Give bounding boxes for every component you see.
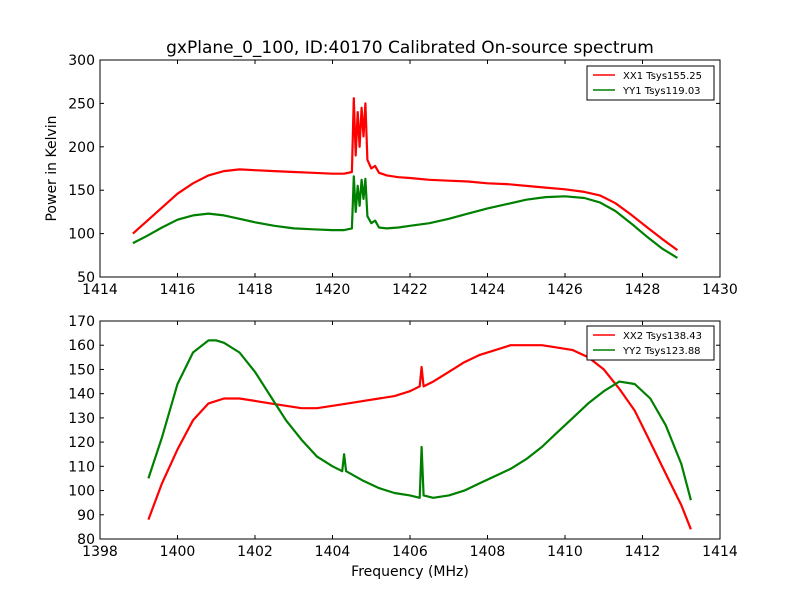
x-axis-label: Frequency (MHz) [351, 564, 469, 580]
series-line-xx1 [132, 97, 679, 251]
x-tick-label: 1412 [625, 544, 661, 560]
series-line-xx2 [147, 344, 692, 530]
x-tick-label: 1408 [470, 544, 506, 560]
x-tick-label: 1422 [392, 282, 428, 298]
y-tick-label: 100 [68, 484, 95, 500]
x-tick-label: 1406 [392, 544, 428, 560]
series-line-yy1 [132, 175, 678, 259]
legend: XX1 Tsys155.25 YY1 Tsys119.03 [586, 65, 715, 101]
y-axis-label: Power in Kelvin [44, 115, 60, 221]
y-tick-label: 100 [68, 227, 95, 243]
x-tick-label: 1424 [470, 282, 506, 298]
series-line-yy2 [147, 339, 692, 501]
x-tick-label: 1418 [237, 282, 273, 298]
x-tick-label: 1428 [625, 282, 661, 298]
y-tick-label: 200 [68, 140, 95, 156]
legend: XX2 Tsys138.43 YY2 Tsys123.88 [586, 325, 715, 361]
y-tick-label: 170 [68, 314, 95, 330]
y-tick-label: 90 [77, 508, 95, 524]
y-tick-label: 300 [68, 53, 95, 69]
y-tick-label: 50 [77, 270, 95, 286]
y-tick-label: 130 [68, 411, 95, 427]
x-tick-label: 1420 [315, 282, 351, 298]
x-tick-label: 1398 [82, 544, 118, 560]
y-tick-label: 150 [68, 362, 95, 378]
x-tick-label: 1402 [237, 544, 273, 560]
x-tick-label: 1426 [547, 282, 583, 298]
y-tick-label: 160 [68, 338, 95, 354]
x-tick-label: 1404 [315, 544, 351, 560]
top-plot: 1414 1416 1418 1420 1422 1424 1426 1428 1430 50 10… [44, 53, 738, 298]
legend-entry: YY2 Tsys123.88 [622, 346, 701, 357]
x-tick-label: 1430 [702, 282, 738, 298]
chart-title: gxPlane_0_100, ID:40170 Calibrated On-so… [166, 38, 654, 58]
legend-entry: YY1 Tsys119.03 [622, 86, 701, 97]
x-tick-label: 1416 [160, 282, 196, 298]
y-tick-label: 140 [68, 387, 95, 403]
y-tick-label: 110 [68, 459, 95, 475]
y-tick-label: 80 [77, 532, 95, 548]
legend-entry: XX2 Tsys138.43 [623, 331, 702, 342]
legend-entry: XX1 Tsys155.25 [623, 71, 702, 82]
y-tick-label: 150 [68, 183, 95, 199]
y-tick-label: 250 [68, 96, 95, 112]
y-tick-label: 120 [68, 435, 95, 451]
bottom-plot: 1398 1400 1402 1404 1406 1408 1410 1412 1414 80 90… [68, 314, 738, 580]
x-tick-label: 1410 [547, 544, 583, 560]
x-tick-label: 1414 [702, 544, 738, 560]
x-tick-label: 1400 [160, 544, 196, 560]
x-tick-label: 1414 [82, 282, 118, 298]
